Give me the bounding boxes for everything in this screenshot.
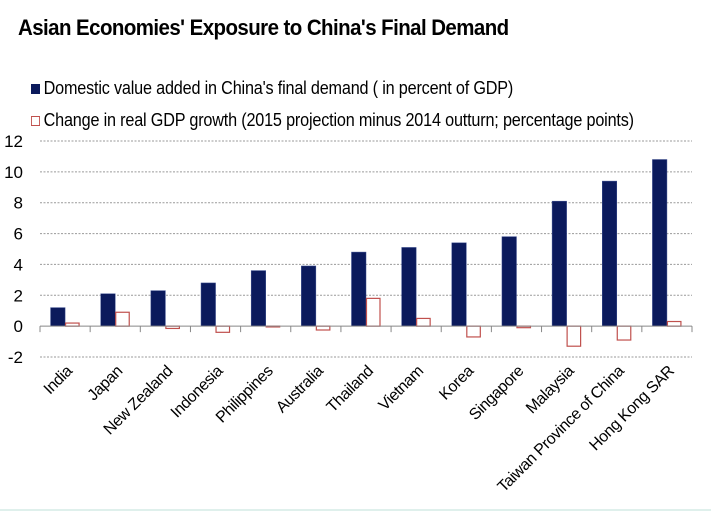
bar-gdp-growth-change [215,325,231,333]
x-tick-label: Singapore [466,362,527,423]
x-axis [39,325,693,333]
x-tick-label: Hong Kong SAR [586,363,677,454]
bar-domestic-value-added [50,307,66,327]
legend-swatch-outline-icon [31,115,40,126]
y-tick-label: 8 [14,194,23,213]
bar-gdp-growth-change [616,325,632,341]
bar-gdp-growth-change [315,325,331,331]
bar-gdp-growth-change [115,311,130,327]
bar-gdp-growth-change [365,297,381,327]
chart-title: Asian Economies' Exposure to China's Fin… [18,15,509,40]
legend-item-gdp-growth-change: Change in real GDP growth (2015 projecti… [31,110,634,131]
bar-domestic-value-added [301,265,317,327]
bar-domestic-value-added [150,290,166,327]
x-tick-label: Korea [436,362,477,403]
y-axis-tick-labels: -2 0 2 4 6 8 10 12 [4,132,23,367]
bar-domestic-value-added [351,251,367,327]
bar-gdp-growth-change [466,325,481,338]
legend-label: Change in real GDP growth (2015 projecti… [43,110,634,130]
bar-gdp-growth-change [416,317,431,327]
x-tick-label: India [41,362,76,397]
bar-domestic-value-added [451,242,467,327]
x-tick-label: Japan [85,363,126,404]
y-tick-label: 10 [4,163,23,182]
y-tick-label: 4 [14,255,23,274]
bar-domestic-value-added [602,180,618,327]
y-tick-label: 2 [14,286,23,305]
bar-domestic-value-added [501,236,517,327]
y-tick-label: -2 [8,348,23,367]
bar-domestic-value-added [652,159,668,327]
bars [50,159,682,347]
legend-label: Domestic value added in China's final de… [43,78,514,98]
x-tick-label: Vietnam [376,363,427,414]
bar-domestic-value-added [551,200,567,327]
bar-gdp-growth-change [566,325,582,347]
y-tick-label: 6 [14,225,23,244]
y-tick-label: 0 [14,317,23,336]
y-tick-label: 12 [4,132,23,151]
bar-domestic-value-added [200,282,216,327]
bar-domestic-value-added [250,270,266,327]
bar-gdp-growth-change [666,320,682,327]
bar-domestic-value-added [401,247,417,327]
legend-swatch-filled-icon [31,83,40,94]
x-tick-label: Thailand [324,363,377,416]
x-tick-label: Australia [273,362,327,416]
bottom-border [0,509,711,511]
bar-domestic-value-added [100,293,116,327]
legend-item-domestic-value-added: Domestic value added in China's final de… [31,78,513,99]
